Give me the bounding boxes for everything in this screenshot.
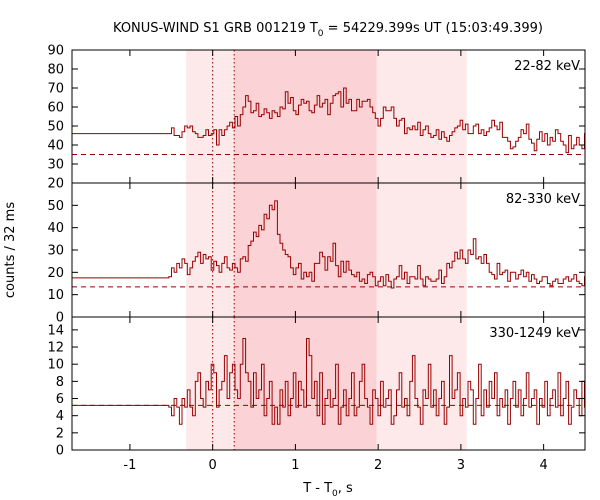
lightcurve-p2 <box>72 200 586 291</box>
chart-title: KONUS-WIND S1 GRB 001219 T0 = 54229.399s… <box>113 21 543 39</box>
lightcurve-p3 <box>72 338 586 425</box>
x-tick-label: 3 <box>457 458 465 473</box>
x-tick-label: 1 <box>291 458 299 473</box>
y-tick-label-p1: 60 <box>47 101 64 116</box>
x-tick-label: -1 <box>123 458 136 473</box>
x-tick-label: 4 <box>539 458 547 473</box>
y-tick-label-p1: 50 <box>47 120 64 135</box>
y-tick-label-p3: 6 <box>56 392 64 407</box>
y-tick-label-p2: 20 <box>47 266 64 281</box>
panel-frame-p3 <box>71 316 586 451</box>
y-tick-label-p2: 40 <box>47 221 64 236</box>
y-tick-label-p2: 0 <box>56 311 64 326</box>
y-tick-label-p1: 20 <box>47 177 64 192</box>
y-tick-label-p3: 4 <box>56 409 64 424</box>
y-tick-label-p1: 70 <box>47 82 64 97</box>
y-tick-label-p3: 8 <box>56 375 64 390</box>
shaded-interval-p2-2 <box>234 183 377 317</box>
shaded-interval-p3-2 <box>234 317 377 450</box>
y-tick-label-p1: 80 <box>47 63 64 78</box>
y-tick-label-p1: 40 <box>47 139 64 154</box>
y-tick-label-p3: 14 <box>47 323 64 338</box>
y-tick-label-p3: 12 <box>47 341 64 356</box>
y-tick-label-p3: 2 <box>56 426 64 441</box>
y-tick-label-p3: 10 <box>47 358 64 373</box>
y-axis-title: counts / 32 ms <box>3 202 18 298</box>
x-tick-label: 0 <box>209 458 217 473</box>
y-tick-label-p3: 0 <box>56 444 64 459</box>
y-tick-label-p2: 10 <box>47 288 64 303</box>
y-tick-label-p1: 90 <box>47 44 64 59</box>
shaded-interval-p1-2 <box>234 50 377 183</box>
y-tick-label-p1: 30 <box>47 158 64 173</box>
y-tick-label-p2: 50 <box>47 199 64 214</box>
energy-band-label-p1: 22-82 keV <box>514 59 580 74</box>
x-tick-label: 2 <box>374 458 382 473</box>
x-axis-title: T - T0, s <box>302 481 353 499</box>
lightcurve-p1 <box>72 87 586 154</box>
energy-band-label-p2: 82-330 keV <box>506 192 580 207</box>
energy-band-label-p3: 330-1249 keV <box>489 326 580 341</box>
y-tick-label-p2: 30 <box>47 244 64 259</box>
